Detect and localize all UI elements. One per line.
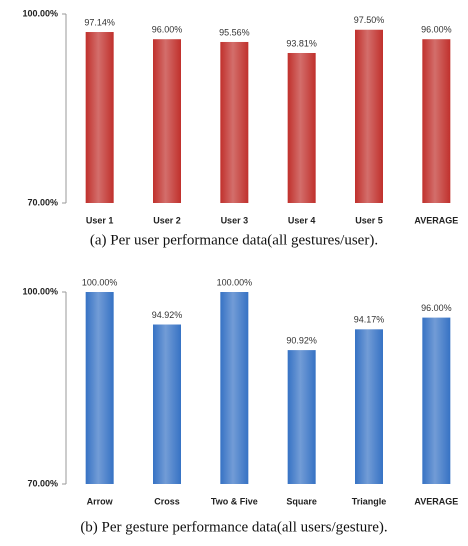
bar	[355, 329, 383, 484]
y-tick-label: 70.00%	[27, 197, 58, 207]
caption: (a) Per user performance data(all gestur…	[90, 232, 378, 248]
x-tick-label: Cross	[154, 496, 180, 506]
value-label: 96.00%	[421, 25, 452, 35]
bar	[355, 29, 383, 203]
x-tick-label: Square	[286, 496, 317, 506]
value-label: 90.92%	[286, 335, 317, 345]
value-label: 97.50%	[354, 15, 385, 25]
value-label: 94.92%	[152, 310, 183, 320]
x-tick-label: AVERAGE	[414, 496, 458, 506]
x-tick-label: Arrow	[87, 496, 114, 506]
x-tick-label: User 4	[288, 215, 316, 225]
value-label: 95.56%	[219, 27, 250, 37]
bar	[220, 41, 249, 203]
value-label: 93.81%	[286, 38, 317, 48]
value-label: 96.00%	[152, 25, 183, 35]
x-tick-label: Triangle	[352, 496, 387, 506]
value-label: 100.00%	[217, 277, 253, 287]
value-label: 97.14%	[84, 17, 115, 27]
bar	[153, 324, 181, 484]
bar	[287, 52, 316, 203]
y-tick-label: 100.00%	[22, 8, 58, 18]
bar	[85, 292, 114, 484]
bar	[85, 32, 114, 203]
x-tick-label: Two & Five	[211, 496, 258, 506]
caption: (b) Per gesture performance data(all use…	[80, 519, 387, 535]
value-label: 96.00%	[421, 303, 452, 313]
x-tick-label: User 3	[221, 215, 249, 225]
x-tick-label: User 2	[153, 215, 181, 225]
value-label: 100.00%	[82, 277, 118, 287]
y-tick-label: 100.00%	[22, 286, 58, 296]
x-tick-label: User 5	[355, 215, 383, 225]
x-tick-label: User 1	[86, 215, 114, 225]
y-tick-label: 70.00%	[27, 478, 58, 488]
bar	[153, 39, 181, 204]
value-label: 94.17%	[354, 315, 385, 325]
bar	[422, 317, 451, 484]
bar	[220, 292, 249, 484]
bar	[422, 39, 451, 204]
x-tick-label: AVERAGE	[414, 215, 458, 225]
bar	[287, 350, 316, 484]
